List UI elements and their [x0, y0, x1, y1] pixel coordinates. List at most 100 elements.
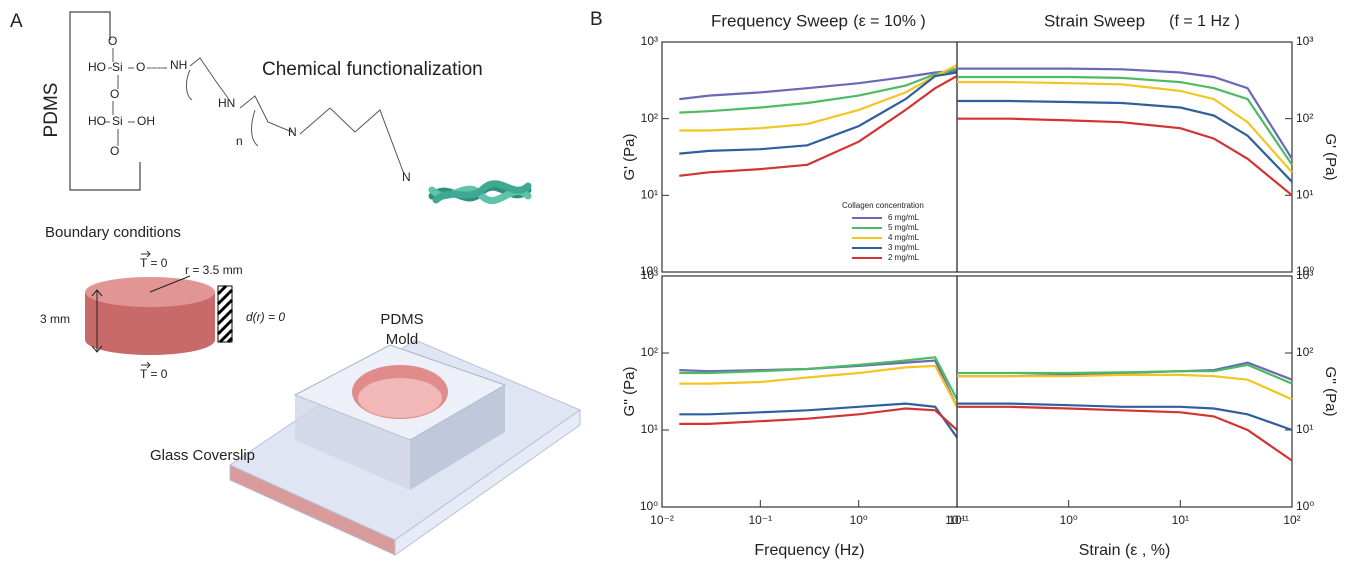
legend-label: 2 mg/mL [888, 253, 920, 262]
series-line [679, 402, 958, 439]
x-tick-label: 10¹ [1172, 513, 1189, 527]
mold-label: Mold [386, 331, 419, 348]
series-line [957, 99, 1293, 183]
panel-label: A [10, 11, 23, 32]
radius-line [149, 275, 191, 293]
atom: NH [170, 58, 187, 72]
atom: HO [88, 114, 106, 128]
y-tick-label: 10² [1296, 345, 1313, 359]
y-tick-label: 10³ [641, 34, 658, 48]
legend-label: 3 mg/mL [888, 243, 920, 252]
x-axis-label: Strain (ε , %) [1079, 542, 1171, 559]
series-line [957, 405, 1293, 462]
atom: N [288, 125, 297, 139]
y-tick-label: 10² [1296, 111, 1313, 125]
series-line [679, 356, 958, 400]
x-tick-label: 10⁻² [650, 513, 674, 527]
height-label: 3 mm [40, 312, 70, 326]
traction-top: T = 0 [140, 256, 168, 270]
x-tick-label: 10² [1283, 513, 1300, 527]
vector-arrow [141, 361, 151, 369]
series-line [957, 373, 1293, 401]
y-axis-label: G'' (Pa) [621, 367, 638, 417]
boundary-title: Boundary conditions [45, 224, 181, 241]
y-tick-label: 10² [641, 345, 658, 359]
atom: O [108, 34, 117, 48]
plot-frame [956, 275, 1293, 508]
y-tick-label: 10³ [1296, 34, 1313, 48]
pdms-label: PDMS [41, 83, 62, 138]
x-tick-label: 10⁰ [1060, 513, 1078, 527]
series-line [957, 117, 1293, 197]
legend-label: 5 mg/mL [888, 223, 920, 232]
height-arrow [91, 289, 103, 353]
series-line [957, 67, 1293, 160]
collagen-helix [428, 180, 532, 205]
atom: O [110, 87, 119, 101]
chart-title: Frequency Sweep [711, 11, 848, 30]
displacement-label: d(r) = 0 [246, 310, 285, 324]
atom: Si [112, 114, 123, 128]
legend-label: 6 mg/mL [888, 213, 920, 222]
y-tick-label: 10³ [641, 268, 658, 282]
atom: OH [137, 114, 155, 128]
vector-arrow [141, 250, 151, 258]
atom: N [402, 170, 411, 184]
series-line [679, 407, 958, 431]
cylinder-body [85, 292, 215, 355]
x-tick-label: 10⁰ [850, 513, 868, 527]
chart-title: Strain Sweep [1044, 11, 1145, 30]
functionalization-label: Chemical functionalization [262, 59, 483, 80]
y-tick-label: 10⁰ [1296, 499, 1314, 513]
legend-title: Collagen concentration [842, 201, 924, 210]
series-line [957, 75, 1293, 166]
y-tick-label: 10¹ [641, 188, 658, 202]
x-axis-label: Frequency (Hz) [754, 542, 864, 559]
x-tick-label: 10⁻¹ [748, 513, 772, 527]
substrate-outline [69, 11, 141, 191]
series-line [679, 75, 958, 177]
series-line [679, 71, 958, 155]
mold-side [295, 395, 410, 490]
series-line [957, 81, 1293, 174]
plot-frame [661, 275, 958, 508]
y-tick-label: 10¹ [1296, 422, 1313, 436]
atom: n [236, 134, 243, 148]
y-axis-label: G' (Pa) [621, 133, 638, 180]
chart-subtitle: (ε = 10% ) [853, 13, 926, 30]
atom: HO [88, 60, 106, 74]
series-line [679, 364, 958, 408]
y-axis-label: G' (Pa) [1322, 133, 1339, 180]
series-line [957, 402, 1293, 432]
mold-well-floor [358, 378, 442, 418]
series-line [679, 67, 958, 114]
atom: HN [218, 96, 235, 110]
atom: O [136, 60, 145, 74]
chart-subtitle: (f = 1 Hz ) [1169, 13, 1240, 30]
y-tick-label: 10³ [1296, 268, 1313, 282]
atom: Si [112, 60, 123, 74]
y-tick-label: 10⁰ [640, 499, 658, 513]
atom: O [110, 144, 119, 158]
y-tick-label: 10¹ [641, 422, 658, 436]
series-line [679, 69, 958, 101]
traction-bottom: T = 0 [140, 367, 168, 381]
radius-label: r = 3.5 mm [185, 263, 243, 277]
coverslip-label: Glass Coverslip [150, 447, 255, 464]
mold-side [410, 385, 505, 490]
panel-label: B [590, 9, 603, 30]
hatching [216, 284, 234, 344]
x-tick-label: 10¹ [948, 513, 965, 527]
y-tick-label: 10⁰ [640, 264, 658, 278]
x-tick-label: 10⁻¹ [945, 513, 969, 527]
y-axis-label: G'' (Pa) [1322, 367, 1339, 417]
series-line [957, 363, 1293, 385]
y-tick-label: 10¹ [1296, 188, 1313, 202]
mold-label: PDMS [380, 311, 423, 328]
coverslip-edge [394, 409, 581, 556]
legend-label: 4 mg/mL [888, 233, 920, 242]
chem-bonds [105, 48, 405, 175]
y-tick-label: 10⁰ [1296, 264, 1314, 278]
y-tick-label: 10² [641, 111, 658, 125]
